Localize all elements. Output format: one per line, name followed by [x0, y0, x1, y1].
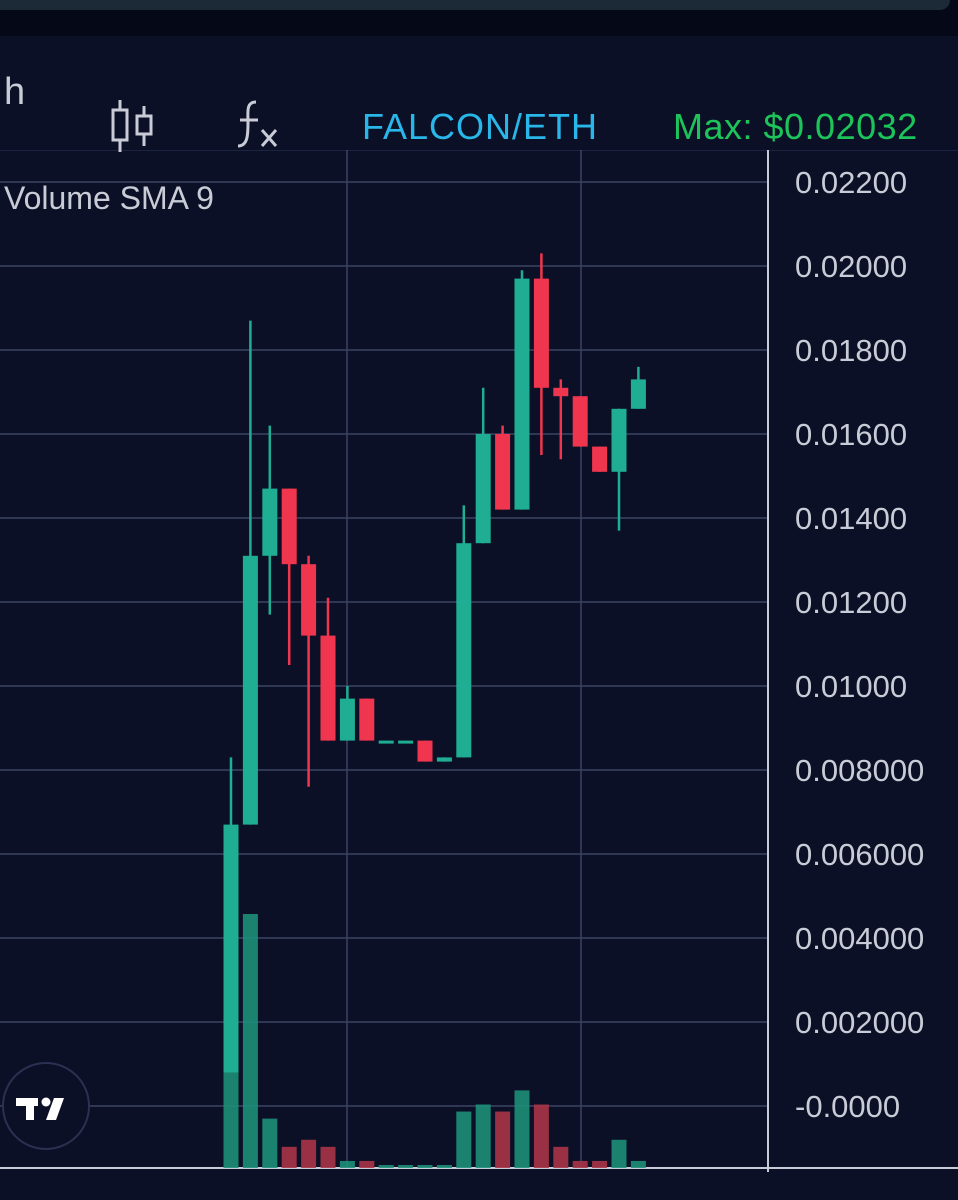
tv-logo-shape — [16, 1097, 64, 1120]
y-tick-label: 0.01800 — [795, 333, 907, 368]
interval-button[interactable]: h — [4, 71, 26, 113]
volume-bar — [378, 1165, 394, 1168]
candle-body — [630, 379, 646, 409]
max-price-label: Max: $0.02032 — [673, 106, 918, 147]
volume-bar — [417, 1165, 433, 1168]
indicators-fx-icon[interactable] — [236, 100, 282, 150]
y-tick-label: 0.02200 — [795, 165, 907, 200]
volume-bar — [359, 1160, 375, 1168]
candle-body — [611, 408, 627, 472]
candle-body — [398, 740, 414, 744]
candlestick-icon[interactable] — [108, 98, 156, 154]
chart-toolbar: h FALCON/ETH Max: $0.02032 — [0, 36, 958, 154]
volume-bar — [533, 1104, 549, 1168]
volume-bar — [592, 1160, 608, 1168]
y-tick-label: 0.01200 — [795, 585, 907, 620]
tradingview-logo-icon[interactable] — [2, 1062, 90, 1150]
status-bar — [0, 0, 958, 36]
volume-bar — [262, 1118, 278, 1168]
volume-bar — [611, 1139, 627, 1168]
y-tick-label: 0.008000 — [795, 753, 924, 788]
volume-bar — [339, 1160, 355, 1168]
candle-body — [320, 635, 336, 741]
candle-body — [281, 488, 297, 565]
volume-sma-label[interactable]: Volume SMA 9 — [4, 180, 214, 216]
volume-bar — [398, 1165, 414, 1168]
volume-bar — [320, 1146, 336, 1168]
volume-bar — [514, 1090, 530, 1168]
candle-body — [475, 434, 491, 544]
y-tick-label: 0.02000 — [795, 249, 907, 284]
candle-body — [436, 757, 452, 762]
volume-bar — [281, 1146, 297, 1168]
volume-bar — [436, 1165, 452, 1168]
candle-body — [242, 555, 258, 825]
y-tick-label: 0.002000 — [795, 1005, 924, 1040]
candle-body — [417, 740, 433, 762]
candle-body — [533, 278, 549, 388]
volume-bar — [495, 1111, 511, 1168]
volume-bar — [630, 1160, 646, 1168]
candle-body — [553, 387, 569, 397]
volume-bar — [572, 1160, 588, 1168]
symbol-label[interactable]: FALCON/ETH — [362, 106, 599, 147]
candle-body — [592, 446, 608, 472]
volume-bar — [456, 1111, 472, 1168]
volume-bar — [475, 1104, 491, 1168]
candle-body — [495, 434, 511, 510]
candle-body — [301, 564, 317, 636]
candle-body — [456, 543, 472, 758]
volume-bar — [242, 914, 258, 1168]
candle-body — [572, 396, 588, 447]
candle-body — [262, 488, 278, 556]
candle-body — [514, 278, 530, 510]
time-axis-strip — [0, 1172, 958, 1200]
volume-bar — [301, 1139, 317, 1168]
y-tick-label: 0.004000 — [795, 921, 924, 956]
candle-body — [378, 740, 394, 744]
y-tick-label: 0.01600 — [795, 417, 907, 452]
y-tick-label: 0.006000 — [795, 837, 924, 872]
candle-body — [223, 824, 239, 1073]
candle-body — [359, 698, 375, 741]
top-pill — [0, 0, 950, 10]
candle-body — [339, 698, 355, 741]
y-tick-label: 0.01400 — [795, 501, 907, 536]
y-tick-label: -0.0000 — [795, 1089, 900, 1124]
y-tick-label: 0.01000 — [795, 669, 907, 704]
volume-bar — [553, 1146, 569, 1168]
